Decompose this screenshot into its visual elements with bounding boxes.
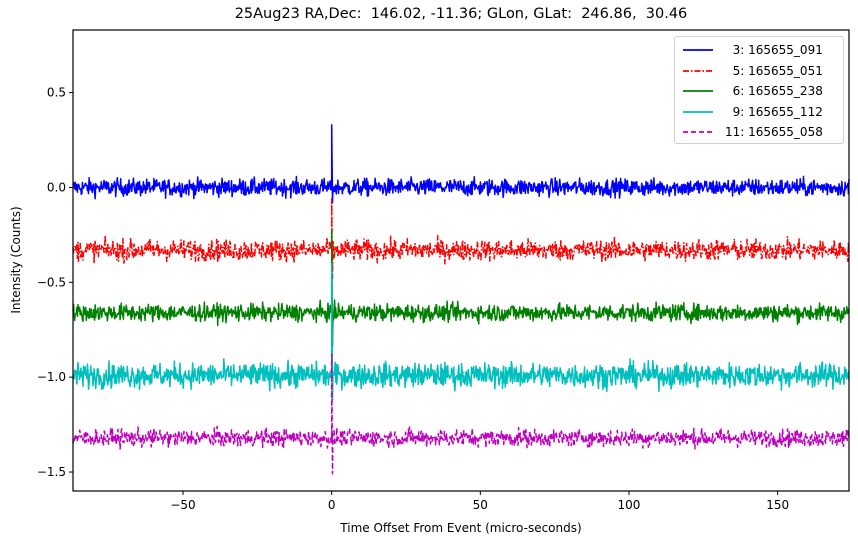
line-swatch-icon	[683, 90, 713, 93]
line-swatch-icon	[683, 49, 713, 52]
legend-item: 11: 165655_058	[683, 122, 843, 143]
legend-label: 6: 165655_238	[725, 84, 823, 99]
x-tick-label: 100	[618, 498, 641, 512]
y-axis-label: Intensity (Counts)	[9, 206, 23, 313]
series-line	[72, 198, 850, 280]
series-line	[72, 353, 850, 475]
y-tick-label: −1.0	[37, 370, 66, 384]
legend-label: 9: 165655_112	[725, 104, 823, 119]
x-axis-label: Time Offset From Event (micro-seconds)	[339, 521, 581, 535]
x-tick-label: 0	[328, 498, 336, 512]
x-tick-label: 150	[766, 498, 789, 512]
y-axis: 0.5 0.0 −0.5 −1.0 −1.5	[37, 86, 73, 479]
series-line	[72, 124, 850, 204]
legend-item: 6: 165655_238	[683, 81, 843, 102]
legend-item: 3: 165655_091	[683, 40, 843, 61]
line-swatch-icon	[683, 131, 713, 134]
legend-label: 5: 165655_051	[725, 63, 823, 78]
y-tick-label: −0.5	[37, 275, 66, 289]
x-tick-label: −50	[170, 498, 195, 512]
legend-item: 9: 165655_112	[683, 102, 843, 123]
chart-title: 25Aug23 RA,Dec: 146.02, -11.36; GLon, GL…	[234, 6, 688, 22]
legend-label: 11: 165655_058	[725, 125, 823, 140]
x-tick-label: 50	[473, 498, 488, 512]
line-swatch-icon	[683, 110, 713, 113]
legend-item: 5: 165655_051	[683, 61, 843, 82]
legend: 3: 165655_091 5: 165655_051 6: 165655_23…	[674, 36, 844, 144]
x-axis: −50 0 50 100 150	[170, 491, 789, 512]
axes-frame	[72, 29, 850, 492]
data-traces	[72, 124, 850, 475]
y-tick-label: 0.0	[47, 180, 66, 194]
y-tick-label: −1.5	[37, 465, 66, 479]
series-line	[72, 262, 850, 401]
line-swatch-icon	[683, 69, 713, 72]
legend-label: 3: 165655_091	[725, 43, 823, 58]
y-tick-label: 0.5	[47, 86, 66, 100]
